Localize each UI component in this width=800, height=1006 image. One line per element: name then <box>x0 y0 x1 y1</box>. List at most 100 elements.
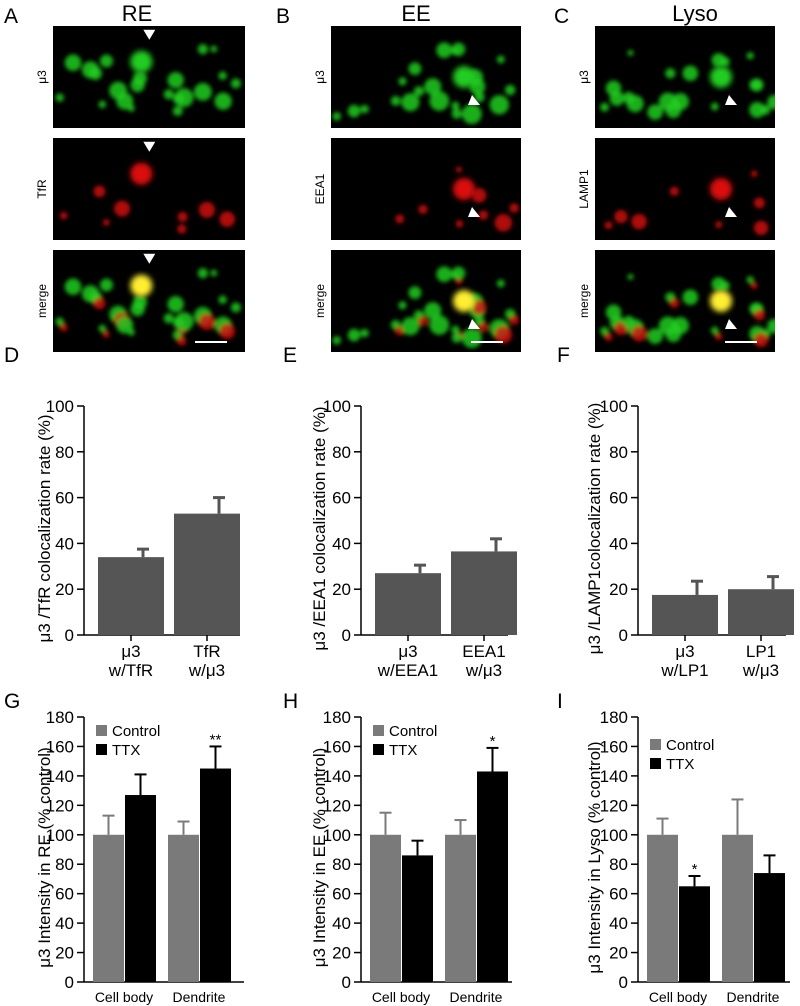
y-tick-label: 80 <box>609 443 628 462</box>
colocalized-spot <box>130 50 153 73</box>
category-label: Dendrite <box>173 989 226 1005</box>
bar-control <box>647 834 678 982</box>
column-title-ee: EE <box>401 1 430 26</box>
legend-label: TTX <box>389 742 417 759</box>
colocalized-spot <box>130 162 153 185</box>
bar-ttx <box>477 771 508 982</box>
micrograph-puncta <box>600 273 775 348</box>
channel-label: merge <box>577 284 591 318</box>
colocalized-spot <box>130 274 153 297</box>
significance-marker: ** <box>210 731 222 748</box>
legend-label: Control <box>112 723 160 740</box>
channel-label: LAMP1 <box>577 169 591 209</box>
micrograph-lyso-1 <box>595 138 775 240</box>
panel-letter-c: C <box>554 5 569 28</box>
category-label: LP1 <box>746 642 776 661</box>
y-axis-label: μ3 /EEA1 colocalization rate (%) <box>310 406 329 650</box>
y-tick-label: 0 <box>619 973 628 992</box>
legend-label: TTX <box>666 756 694 773</box>
y-tick-label: 20 <box>55 580 74 599</box>
panel-letter-h: H <box>283 690 298 713</box>
micrograph-puncta <box>332 266 519 349</box>
bar-ttx <box>125 795 156 982</box>
legend-swatch <box>650 758 661 769</box>
micrograph-puncta <box>600 49 775 120</box>
y-tick-label: 0 <box>342 626 351 645</box>
legend-label: Control <box>666 737 714 754</box>
micrograph-background <box>53 26 245 128</box>
micrograph-re-0 <box>53 26 245 128</box>
y-axis-label: μ3 Intensity in EE (% control) <box>310 748 329 968</box>
category-label: Cell body <box>649 989 707 1005</box>
y-tick-label: 40 <box>332 534 351 553</box>
column-title-lyso: Lyso <box>672 1 718 26</box>
arrowhead-marker <box>143 29 156 40</box>
column-title-re: RE <box>122 1 153 26</box>
y-tick-label: 120 <box>46 796 74 815</box>
bar-ttx <box>679 886 710 982</box>
category-label: w/LP1 <box>660 661 708 680</box>
y-tick-label: 20 <box>332 580 351 599</box>
panel-letter-d: D <box>4 344 19 367</box>
category-label: w/μ3 <box>188 661 225 680</box>
micrograph-ee-0 <box>331 26 521 128</box>
panel-letter-g: G <box>4 690 20 713</box>
arrowhead-marker <box>143 253 156 264</box>
bar-control <box>168 834 199 982</box>
y-tick-label: 180 <box>323 708 351 727</box>
panel-letter-a: A <box>4 5 18 28</box>
channel-label: μ3 <box>577 70 591 84</box>
bar-control <box>722 834 753 982</box>
micrograph-puncta <box>55 267 242 346</box>
colocalized-spot <box>453 178 475 200</box>
bar <box>728 589 794 635</box>
channel-label: TfR <box>35 179 49 199</box>
legend-swatch <box>373 725 384 736</box>
micrograph-re-2 <box>53 250 245 352</box>
micrograph-lyso-2 <box>595 250 775 352</box>
arrowhead-marker <box>143 141 156 152</box>
y-tick-label: 100 <box>46 397 74 416</box>
bar <box>652 594 718 635</box>
bar-control <box>93 834 124 982</box>
y-tick-label: 60 <box>55 885 74 904</box>
panel-letter-e: E <box>283 344 297 367</box>
micrograph-lyso-0 <box>595 26 775 128</box>
legend-label: Control <box>389 723 437 740</box>
panel-letter-i: I <box>557 690 563 713</box>
significance-marker: * <box>692 861 698 878</box>
micrograph-background <box>595 138 775 240</box>
bar <box>375 573 441 635</box>
micrograph-puncta <box>59 162 235 234</box>
y-tick-label: 60 <box>609 489 628 508</box>
micrograph-puncta <box>55 43 242 117</box>
bar <box>98 557 164 635</box>
channel-label: μ3 <box>35 70 49 84</box>
y-tick-label: 0 <box>342 973 351 992</box>
y-tick-label: 100 <box>600 397 628 416</box>
y-axis-label: μ3 Intensity in RE (% control) <box>35 747 54 968</box>
channel-label: merge <box>35 284 49 318</box>
chart-i: I 0 20 40 60 80 100 120 140 160 180 μ3 Intensity in… <box>557 690 790 1005</box>
y-tick-label: 80 <box>332 855 351 874</box>
y-tick-label: 160 <box>323 737 351 756</box>
y-tick-label: 40 <box>609 914 628 933</box>
arrowhead-marker <box>725 95 737 105</box>
micrograph-background <box>53 138 245 240</box>
y-tick-label: 80 <box>332 443 351 462</box>
y-tick-label: 100 <box>323 397 351 416</box>
micrograph-puncta <box>332 42 516 125</box>
y-tick-label: 40 <box>332 914 351 933</box>
y-tick-label: 80 <box>55 443 74 462</box>
bar-ttx <box>200 768 231 982</box>
category-label: μ3 <box>121 642 140 661</box>
y-tick-label: 160 <box>46 737 74 756</box>
bar-control <box>370 834 401 982</box>
y-axis-label: μ3 Intensity in Lyso (% control) <box>585 741 604 973</box>
y-tick-label: 100 <box>46 826 74 845</box>
channel-label: merge <box>313 284 327 318</box>
micrograph-re-1 <box>53 138 245 240</box>
